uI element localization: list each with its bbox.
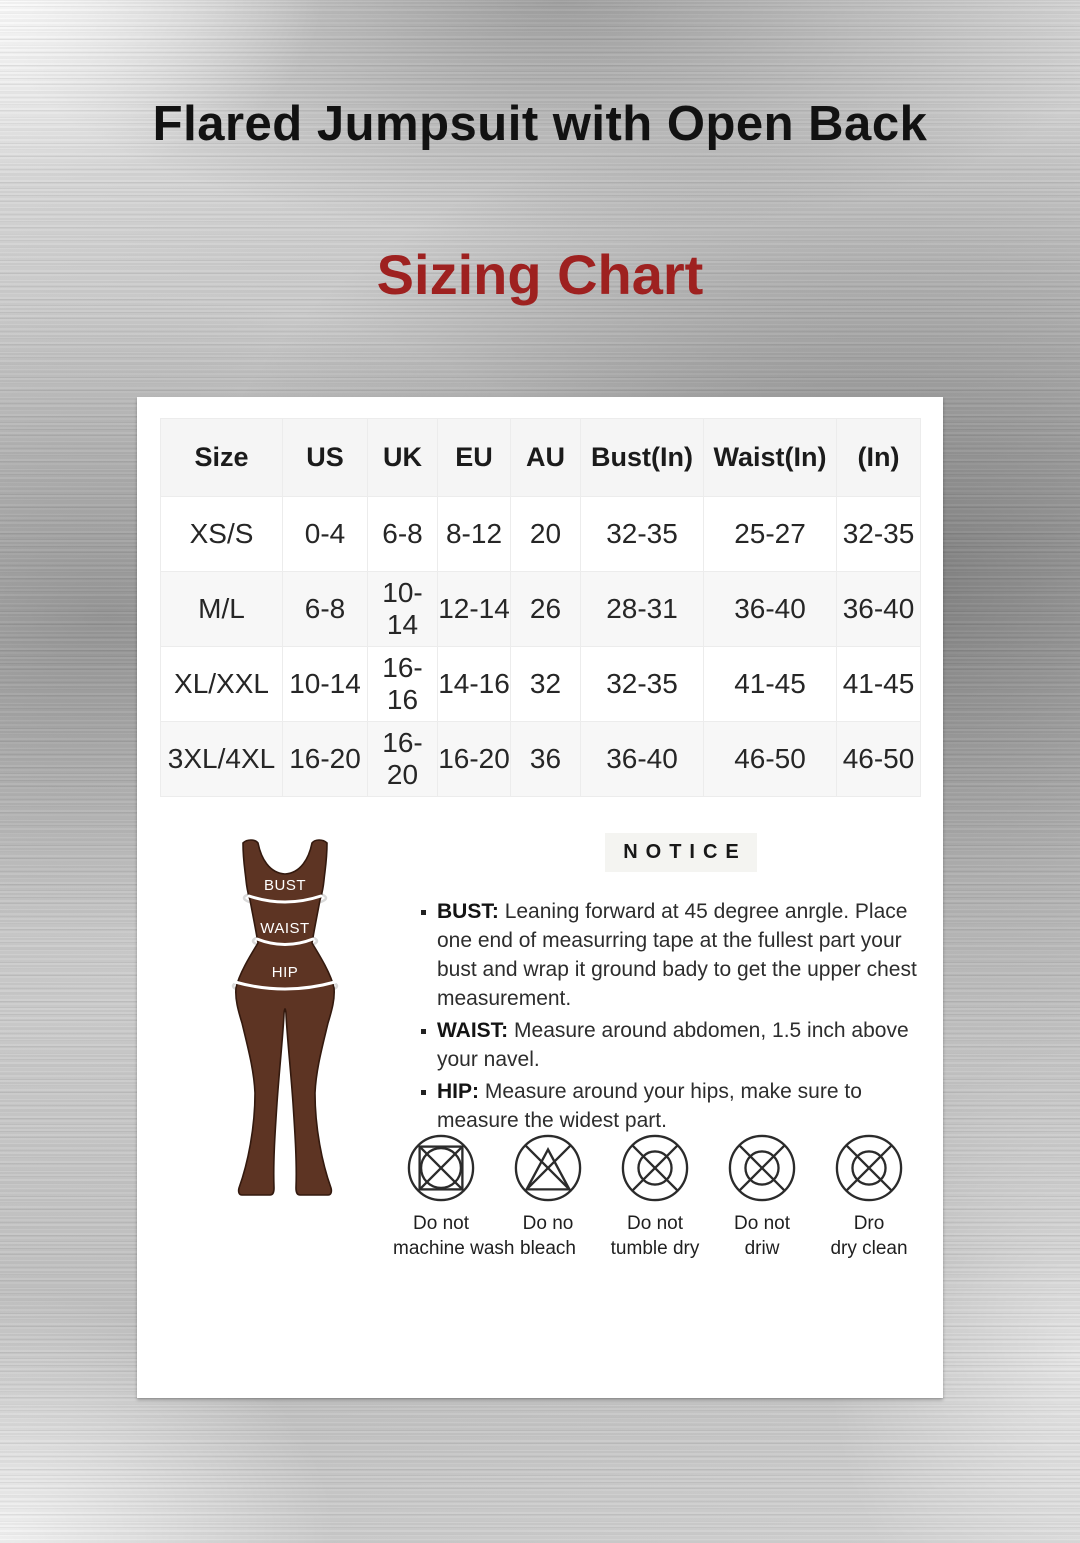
do-not-dry-icon bbox=[714, 1133, 810, 1203]
table-cell: 46-50 bbox=[836, 721, 921, 797]
care-item-dry: Do not driw bbox=[714, 1133, 810, 1261]
table-cell: 32-35 bbox=[580, 646, 704, 722]
table-cell: 26 bbox=[510, 571, 581, 647]
table-header-row: Size US UK EU AU Bust(In) Waist(In) (In) bbox=[160, 418, 921, 497]
table-cell: XS/S bbox=[160, 496, 283, 572]
jumpsuit-measurement-figure: BUST WAIST HIP bbox=[225, 838, 345, 1206]
care-label-line: dry clean bbox=[830, 1237, 908, 1259]
table-cell: 10-14 bbox=[367, 571, 438, 647]
table-cell: 36-40 bbox=[703, 571, 837, 647]
hip-measure-label: HIP bbox=[272, 964, 299, 981]
table-cell: 16-20 bbox=[367, 721, 438, 797]
jumpsuit-illustration-icon: BUST WAIST HIP bbox=[231, 839, 339, 1196]
notice-text: Measure around abdomen, 1.5 inch above y… bbox=[437, 1018, 909, 1071]
care-label-line: tumble dry bbox=[610, 1237, 700, 1259]
column-header-waist: Waist(In) bbox=[703, 418, 837, 497]
notice-term: HIP: bbox=[437, 1079, 479, 1103]
table-cell: 32-35 bbox=[836, 496, 921, 572]
table-cell: 16-16 bbox=[367, 646, 438, 722]
care-label-line: driw bbox=[744, 1237, 780, 1259]
table-cell: 8-12 bbox=[437, 496, 511, 572]
care-label-line: machine wash bbox=[393, 1237, 515, 1259]
table-row: 3XL/4XL 16-20 16-20 16-20 36 36-40 46-50… bbox=[160, 721, 921, 797]
table-cell: 10-14 bbox=[282, 646, 368, 722]
notice-term: WAIST: bbox=[437, 1018, 509, 1042]
table-cell: 36-40 bbox=[836, 571, 921, 647]
care-item-dry-clean: Dro dry clean bbox=[821, 1133, 917, 1261]
table-cell: 12-14 bbox=[437, 571, 511, 647]
table-cell: 0-4 bbox=[282, 496, 368, 572]
table-cell: 41-45 bbox=[836, 646, 921, 722]
column-header-au: AU bbox=[510, 418, 581, 497]
care-label-line: bleach bbox=[520, 1237, 576, 1259]
notice-term: BUST: bbox=[437, 900, 499, 923]
notice-item-waist: WAIST: Measure around abdomen, 1.5 inch … bbox=[420, 1017, 942, 1075]
table-cell: 25-27 bbox=[703, 496, 837, 572]
table-row: XL/XXL 10-14 16-16 14-16 32 32-35 41-45 … bbox=[160, 646, 921, 722]
column-header-in: (In) bbox=[836, 418, 921, 497]
notice-text: Measure around your hips, make sure to m… bbox=[437, 1079, 862, 1132]
column-header-eu: EU bbox=[437, 418, 511, 497]
do-not-dry-clean-icon bbox=[821, 1133, 917, 1203]
care-label: Dro dry clean bbox=[821, 1212, 917, 1261]
do-not-tumble-dry-icon bbox=[607, 1133, 703, 1203]
size-table: Size US UK EU AU Bust(In) Waist(In) (In)… bbox=[160, 418, 921, 797]
notice-title: NOTICE bbox=[605, 833, 757, 872]
table-cell: 20 bbox=[510, 496, 581, 572]
page-subtitle: Sizing Chart bbox=[376, 243, 704, 306]
table-cell: 32 bbox=[510, 646, 581, 722]
care-label: Do not driw bbox=[714, 1212, 810, 1261]
care-label-line: Do not bbox=[413, 1213, 469, 1234]
table-cell: 6-8 bbox=[282, 571, 368, 647]
do-not-bleach-icon bbox=[500, 1133, 596, 1203]
table-cell: 16-20 bbox=[437, 721, 511, 797]
notice-text: Leaning forward at 45 degree anrgle. Pla… bbox=[437, 900, 917, 1010]
table-row: XS/S 0-4 6-8 8-12 20 32-35 25-27 32-35 bbox=[160, 496, 921, 572]
care-label-line: Dro bbox=[853, 1213, 885, 1234]
table-cell: 36-40 bbox=[580, 721, 704, 797]
table-cell: 41-45 bbox=[703, 646, 837, 722]
do-not-machine-wash-icon bbox=[393, 1133, 489, 1203]
sizing-card: Size US UK EU AU Bust(In) Waist(In) (In)… bbox=[137, 397, 943, 1398]
column-header-uk: UK bbox=[367, 418, 438, 497]
table-cell: 32-35 bbox=[580, 496, 704, 572]
care-item-machine-wash: Do not machine wash bbox=[393, 1133, 515, 1261]
table-cell: XL/XXL bbox=[160, 646, 283, 722]
table-cell: 14-16 bbox=[437, 646, 511, 722]
notice-item-bust: BUST: Leaning forward at 45 degree anrgl… bbox=[420, 898, 942, 1014]
column-header-us: US bbox=[282, 418, 368, 497]
waist-measure-label: WAIST bbox=[260, 920, 309, 937]
care-label: Do no bleach bbox=[500, 1212, 596, 1261]
table-row: M/L 6-8 10-14 12-14 26 28-31 36-40 36-40 bbox=[160, 571, 921, 647]
care-label-line: Do not bbox=[734, 1213, 790, 1234]
table-cell: 46-50 bbox=[703, 721, 837, 797]
column-header-bust: Bust(In) bbox=[580, 418, 704, 497]
care-item-tumble-dry: Do not tumble dry bbox=[607, 1133, 703, 1261]
care-label: Do not tumble dry bbox=[607, 1212, 703, 1261]
care-label: Do not machine wash bbox=[393, 1212, 515, 1261]
table-cell: 3XL/4XL bbox=[160, 721, 283, 797]
bust-measure-label: BUST bbox=[264, 877, 306, 894]
care-label-line: Do no bbox=[522, 1213, 574, 1234]
table-cell: 28-31 bbox=[580, 571, 704, 647]
care-label-line: Do not bbox=[627, 1213, 683, 1234]
care-instructions: Do not machine wash Do no bleach bbox=[393, 1133, 917, 1261]
table-cell: M/L bbox=[160, 571, 283, 647]
care-item-bleach: Do no bleach bbox=[500, 1133, 596, 1261]
table-cell: 16-20 bbox=[282, 721, 368, 797]
table-cell: 6-8 bbox=[367, 496, 438, 572]
table-cell: 36 bbox=[510, 721, 581, 797]
notice-item-hip: HIP: Measure around your hips, make sure… bbox=[420, 1078, 942, 1136]
column-header-size: Size bbox=[160, 418, 283, 497]
page-title: Flared Jumpsuit with Open Back bbox=[152, 97, 928, 151]
notice-section: NOTICE BUST: Leaning forward at 45 degre… bbox=[420, 833, 942, 1139]
notice-list: BUST: Leaning forward at 45 degree anrgl… bbox=[420, 898, 942, 1136]
